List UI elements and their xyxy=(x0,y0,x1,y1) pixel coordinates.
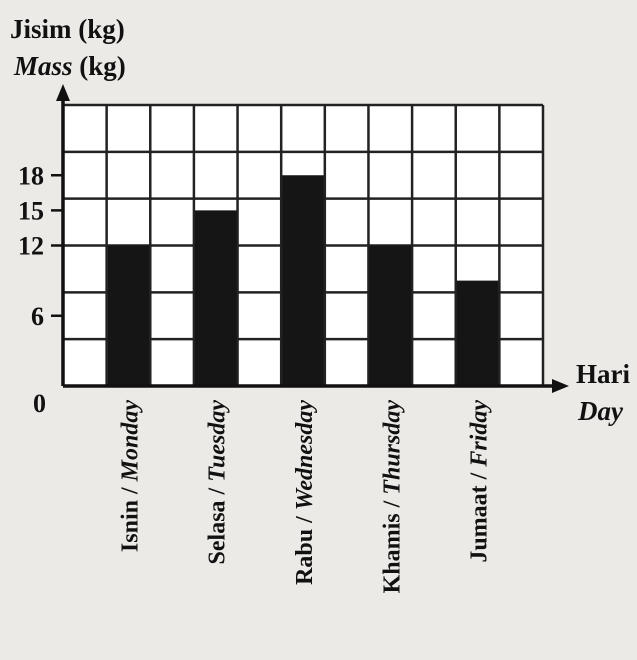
x-category-label-friday: Jumaat / Friday xyxy=(467,400,493,563)
category-malay: Jumaat / xyxy=(467,467,493,563)
x-category-label-tuesday: Selasa / Tuesday xyxy=(205,400,231,565)
x-category-label-thursday: Khamis / Thursday xyxy=(379,400,405,594)
y-tick-label-18: 18 xyxy=(18,161,44,190)
category-malay: Isnin / xyxy=(117,481,143,552)
y-ticks: 6 12 15 18 xyxy=(18,161,63,331)
x-axis-title-line1: Hari xyxy=(576,359,630,389)
y-axis-arrow xyxy=(56,84,70,101)
x-category-label-monday: Isnin / Monday xyxy=(117,400,143,552)
y-axis-title-unit: (kg) xyxy=(73,51,126,81)
axes xyxy=(56,84,569,393)
x-category-label-wednesday: Rabu / Wednesday xyxy=(292,400,318,585)
bar-thursday xyxy=(369,245,412,386)
bars xyxy=(107,175,499,386)
y-axis-title-line2: Mass (kg) xyxy=(13,51,126,81)
x-category-labels: Isnin / Monday Selasa / Tuesday Rabu / Wed… xyxy=(117,400,492,594)
y-tick-label-6: 6 xyxy=(31,302,44,331)
category-english: Wednesday xyxy=(292,400,318,511)
category-english: Tuesday xyxy=(205,400,231,482)
x-axis-arrow xyxy=(552,379,569,393)
category-english: Friday xyxy=(467,400,493,468)
category-malay: Khamis / xyxy=(379,495,405,594)
y-axis-title-line1: Jisim (kg) xyxy=(10,14,125,44)
y-tick-label-15: 15 xyxy=(18,196,44,225)
y-axis-title-italic: Mass xyxy=(13,51,73,81)
bar-friday xyxy=(456,280,499,386)
x-axis-title-line2: Day xyxy=(577,396,624,426)
bar-tuesday xyxy=(194,210,237,386)
category-malay: Selasa / xyxy=(205,482,231,565)
y-tick-label-12: 12 xyxy=(18,232,44,261)
bar-wednesday xyxy=(282,175,324,386)
origin-label: 0 xyxy=(33,389,46,418)
category-english: Thursday xyxy=(379,400,405,495)
category-english: Monday xyxy=(117,400,143,483)
bar-monday xyxy=(107,245,150,386)
category-malay: Rabu / xyxy=(292,510,318,585)
